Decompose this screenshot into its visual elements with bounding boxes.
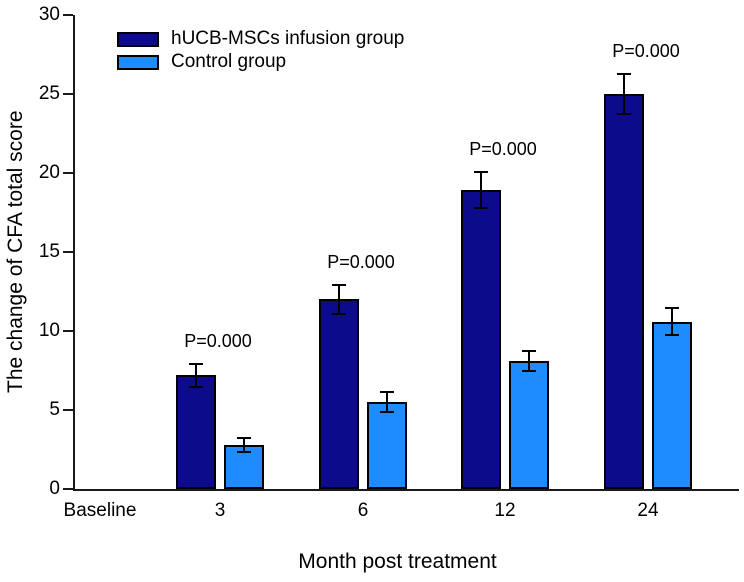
bar [461, 190, 501, 489]
bar [652, 321, 692, 489]
error-bar-line [338, 283, 340, 316]
p-value-label: P=0.000 [612, 41, 680, 62]
y-tick-label: 15 [38, 241, 60, 262]
legend: hUCB-MSCs infusion group Control group [117, 28, 405, 76]
y-tick [63, 93, 73, 95]
error-bar-line [623, 73, 625, 115]
legend-entry: hUCB-MSCs infusion group [117, 28, 405, 49]
error-bar-cap [474, 207, 488, 210]
y-tick-label: 0 [49, 478, 60, 499]
error-bar-cap [237, 450, 251, 453]
error-bar-cap [332, 283, 346, 286]
error-bar-line [386, 391, 388, 414]
p-value-label: P=0.000 [184, 330, 252, 351]
legend-entry: Control group [117, 51, 404, 72]
error-bar-cap [617, 112, 631, 115]
x-tick-label: 12 [494, 500, 516, 521]
error-bar-cap [474, 171, 488, 174]
bar [176, 375, 216, 489]
legend-swatch [117, 31, 159, 47]
y-tick-label: 25 [38, 83, 60, 104]
error-bar-cap [237, 436, 251, 439]
bar [367, 402, 407, 489]
error-bar-line [195, 362, 197, 388]
error-bar-cap [617, 73, 631, 76]
y-tick-label: 20 [38, 162, 60, 183]
legend-label: Control group [171, 51, 287, 72]
y-tick-label: 30 [38, 4, 60, 25]
y-tick [63, 172, 73, 174]
error-bar-cap [380, 411, 394, 414]
p-value-label: P=0.000 [469, 139, 537, 160]
y-tick-label: 5 [49, 399, 60, 420]
error-bar-cap [665, 333, 679, 336]
x-tick-label: 3 [214, 500, 226, 521]
bar [509, 361, 549, 489]
legend-label: hUCB-MSCs infusion group [171, 28, 405, 49]
x-tick-label: 24 [637, 500, 659, 521]
y-tick [63, 409, 73, 411]
error-bar-line [671, 307, 673, 336]
error-bar-cap [332, 313, 346, 316]
error-bar-line [528, 349, 530, 373]
y-tick [63, 251, 73, 253]
x-tick-label: Baseline [63, 500, 137, 521]
legend-swatch [117, 54, 159, 70]
error-bar-cap [189, 362, 203, 365]
error-bar-cap [665, 307, 679, 310]
error-bar-cap [522, 370, 536, 373]
y-tick [63, 14, 73, 16]
bar [604, 94, 644, 489]
error-bar-line [480, 171, 482, 210]
x-axis-line [73, 489, 739, 491]
error-bar-cap [189, 385, 203, 388]
y-tick-label: 10 [38, 320, 60, 341]
y-tick [63, 488, 73, 490]
bar [319, 299, 359, 489]
error-bar-cap [522, 349, 536, 352]
error-bar-line [243, 436, 245, 453]
p-value-label: P=0.000 [327, 251, 395, 272]
x-tick-label: 6 [357, 500, 369, 521]
error-bar-cap [380, 391, 394, 394]
y-axis-line [73, 15, 75, 491]
y-tick [63, 330, 73, 332]
x-axis-title: Month post treatment [298, 550, 497, 573]
